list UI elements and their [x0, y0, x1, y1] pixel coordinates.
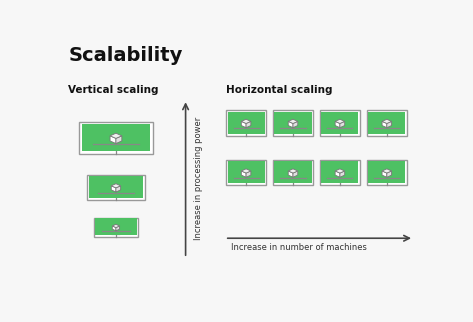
- Polygon shape: [288, 121, 293, 128]
- Polygon shape: [103, 231, 129, 234]
- Polygon shape: [235, 128, 258, 132]
- Polygon shape: [111, 186, 116, 192]
- Polygon shape: [288, 169, 298, 173]
- Text: Increase in number of machines: Increase in number of machines: [231, 243, 367, 252]
- Bar: [228, 161, 264, 184]
- Bar: [273, 160, 313, 185]
- Bar: [79, 122, 153, 154]
- Polygon shape: [246, 171, 251, 177]
- Bar: [226, 160, 266, 185]
- Polygon shape: [241, 121, 246, 128]
- Polygon shape: [112, 224, 120, 228]
- Text: Increase in processing power: Increase in processing power: [193, 117, 202, 240]
- Polygon shape: [116, 136, 122, 144]
- Polygon shape: [288, 119, 298, 123]
- Polygon shape: [116, 226, 120, 231]
- Polygon shape: [328, 128, 351, 132]
- Polygon shape: [112, 226, 116, 231]
- Bar: [82, 124, 149, 151]
- Polygon shape: [241, 119, 251, 123]
- Bar: [274, 161, 312, 184]
- Bar: [89, 176, 142, 198]
- Polygon shape: [328, 178, 351, 182]
- Bar: [321, 161, 359, 184]
- Bar: [274, 111, 312, 134]
- Bar: [94, 217, 138, 237]
- Bar: [321, 111, 359, 134]
- Polygon shape: [110, 136, 116, 144]
- Polygon shape: [387, 121, 392, 128]
- Text: Vertical scaling: Vertical scaling: [68, 84, 159, 95]
- Polygon shape: [111, 184, 121, 188]
- Polygon shape: [110, 133, 122, 138]
- Text: Scalability: Scalability: [68, 46, 183, 65]
- Polygon shape: [241, 171, 246, 177]
- Polygon shape: [281, 128, 305, 132]
- Polygon shape: [382, 171, 387, 177]
- Polygon shape: [335, 121, 340, 128]
- Polygon shape: [241, 169, 251, 173]
- Polygon shape: [293, 121, 298, 128]
- Polygon shape: [340, 171, 345, 177]
- Bar: [367, 160, 407, 185]
- Polygon shape: [235, 178, 258, 182]
- Bar: [368, 111, 405, 134]
- Polygon shape: [281, 178, 305, 182]
- Bar: [367, 110, 407, 136]
- Polygon shape: [335, 169, 345, 173]
- Polygon shape: [288, 171, 293, 177]
- Polygon shape: [246, 121, 251, 128]
- Polygon shape: [293, 171, 298, 177]
- Polygon shape: [335, 119, 345, 123]
- Bar: [320, 160, 360, 185]
- Polygon shape: [375, 178, 399, 182]
- Polygon shape: [335, 171, 340, 177]
- Polygon shape: [375, 128, 399, 132]
- Polygon shape: [340, 121, 345, 128]
- Bar: [226, 110, 266, 136]
- Bar: [228, 111, 264, 134]
- Bar: [273, 110, 313, 136]
- Polygon shape: [387, 171, 392, 177]
- Bar: [87, 175, 145, 200]
- Polygon shape: [99, 193, 133, 197]
- Bar: [320, 110, 360, 136]
- Polygon shape: [382, 121, 387, 128]
- Bar: [96, 218, 137, 235]
- Bar: [368, 161, 405, 184]
- Polygon shape: [116, 186, 121, 192]
- Polygon shape: [95, 145, 137, 149]
- Polygon shape: [382, 169, 392, 173]
- Text: Horizontal scaling: Horizontal scaling: [226, 84, 333, 95]
- Polygon shape: [382, 119, 392, 123]
